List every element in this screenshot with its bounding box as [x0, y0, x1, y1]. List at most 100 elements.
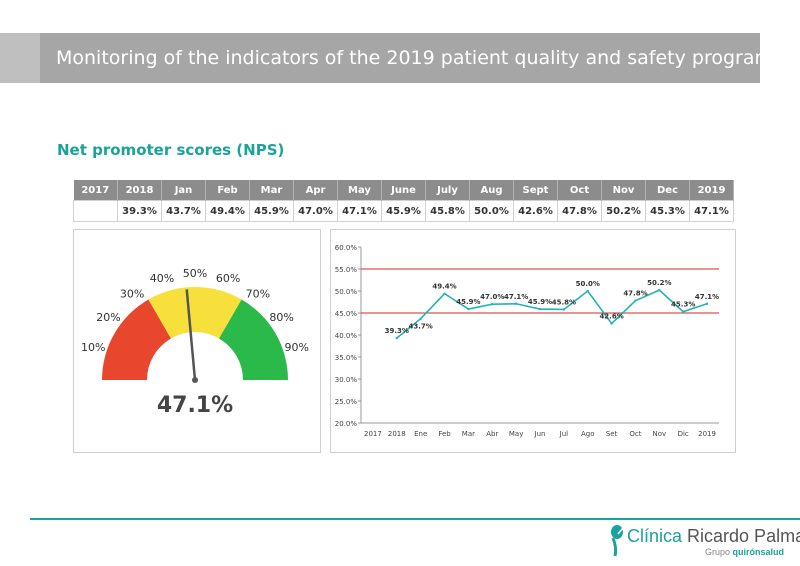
- x-tick-label: Jul: [559, 430, 569, 438]
- clinic-logo-icon: [611, 525, 624, 557]
- table-header-cell: Aug: [469, 180, 514, 201]
- x-tick-label: Oct: [629, 430, 641, 438]
- table-header-cell: 2018: [117, 180, 162, 201]
- table-header-row: 2017 2018 Jan Feb Mar Apr May June July Aug Sept Oc…: [73, 180, 734, 201]
- x-tick-label: 2017: [364, 430, 382, 438]
- data-label: 47.1%: [504, 293, 528, 301]
- data-label: 50.2%: [647, 279, 671, 287]
- x-tick-label: Dic: [678, 430, 689, 438]
- x-tick-label: 2019: [698, 430, 716, 438]
- y-tick-label: 35.0%: [335, 354, 358, 362]
- data-label: 42.6%: [599, 313, 623, 321]
- logo-brand-b: Ricardo Palma: [682, 526, 800, 546]
- table-header-cell: Oct: [557, 180, 602, 201]
- table-cell: 47.8%: [557, 200, 602, 222]
- data-point: [705, 302, 709, 305]
- table-cell: 50.2%: [601, 200, 646, 222]
- table-header-cell: Jan: [161, 180, 206, 201]
- data-point: [443, 292, 446, 295]
- data-label: 39.3%: [385, 327, 409, 335]
- table-header-cell: Dec: [645, 180, 690, 201]
- table-header-cell: Apr: [293, 180, 338, 201]
- table-header-cell: Sept: [513, 180, 558, 201]
- data-label: 47.8%: [623, 290, 647, 298]
- gauge-band: [102, 299, 171, 380]
- gauge-chart: 10% 20%30% 40% 50% 60% 70% 80% 90% 47.1%: [81, 267, 309, 418]
- data-label: 47.0%: [480, 293, 504, 301]
- footer-divider: [30, 518, 800, 520]
- data-point: [682, 310, 685, 313]
- gauge-needle: [185, 289, 197, 381]
- data-point: [419, 317, 422, 320]
- table-cell: 47.1%: [689, 200, 734, 222]
- data-label: 43.7%: [409, 323, 433, 331]
- data-point: [562, 308, 566, 311]
- gauge-tick-label: 70%: [246, 287, 270, 300]
- data-point: [586, 289, 589, 293]
- x-tick-label: Ene: [414, 430, 427, 438]
- x-tick-label: Nov: [652, 430, 666, 438]
- x-tick-label: Feb: [438, 430, 451, 438]
- y-tick-label: 60.0%: [335, 244, 358, 252]
- table-cell: 45.8%: [425, 200, 470, 222]
- y-tick-label: 55.0%: [335, 266, 358, 274]
- table-cell: 42.6%: [513, 200, 558, 222]
- data-point: [491, 303, 494, 306]
- gauge-band: [148, 287, 242, 339]
- table-cell: 43.7%: [161, 200, 206, 222]
- table-cell: 45.9%: [249, 200, 294, 222]
- line-chart-panel: 20.0% 25.0% 30.0% 35.0% 40.0% 45.0% 50.0% 55.0%…: [330, 229, 736, 453]
- data-point: [610, 322, 613, 325]
- data-label: 50.0%: [576, 280, 600, 288]
- gauge-needle-hub: [192, 377, 198, 383]
- table-cell: 47.1%: [337, 200, 382, 222]
- gauge-value-label: 47.1%: [157, 393, 233, 418]
- x-tick-label: Abr: [486, 430, 498, 438]
- gauge-tick-label: 60%: [216, 272, 240, 285]
- gauge-panel: 10% 20% 30% 40% 50% 60% 70% 80% 90% 47.1%: [73, 229, 321, 453]
- y-tick-label: 20.0%: [335, 420, 358, 428]
- data-label: 45.9%: [456, 298, 480, 306]
- gauge-tick-label: 90%: [285, 341, 309, 354]
- logo-sub-a: Grupo: [705, 547, 733, 557]
- section-title: Net promoter scores (NPS): [57, 141, 285, 159]
- gauge-tick-label: 50%: [183, 267, 207, 280]
- gauge-tick-label: 10%: [81, 341, 105, 354]
- y-tick-label: 45.0%: [335, 310, 358, 318]
- data-label: 45.8%: [552, 298, 576, 306]
- logo-sub-b: quirónsalud: [732, 547, 785, 557]
- data-point: [634, 299, 637, 302]
- table-header-cell: Feb: [205, 180, 250, 201]
- table-header-cell: Mar: [249, 180, 294, 201]
- x-tick-label: Mar: [462, 430, 475, 438]
- x-tick-label: Set: [606, 430, 618, 438]
- x-tick-label: 2018: [388, 430, 406, 438]
- data-label: 45.3%: [671, 301, 695, 309]
- table-header-cell: 2019: [689, 180, 734, 201]
- x-tick-label: May: [509, 430, 523, 438]
- y-tick-label: 40.0%: [335, 332, 358, 340]
- x-tick-label: Ago: [581, 430, 595, 438]
- series-line: [396, 289, 708, 339]
- table-cell: 47.0%: [293, 200, 338, 222]
- y-tick-label: 30.0%: [335, 376, 358, 384]
- line-chart: 20.0% 25.0% 30.0% 35.0% 40.0% 45.0% 50.0% 55.0%…: [335, 244, 719, 438]
- data-label: 47.1%: [695, 293, 719, 301]
- data-point: [467, 307, 470, 311]
- gauge-tick-label: 80%: [269, 311, 293, 324]
- table-cell: 45.9%: [381, 200, 426, 222]
- data-point: [658, 288, 661, 292]
- table-header-cell: May: [337, 180, 382, 201]
- table-row: 39.3% 43.7% 49.4% 45.9% 47.0% 47.1% 45.9% 45.8%…: [73, 200, 734, 222]
- gauge-tick-label: 20%: [96, 311, 120, 324]
- table-header-cell: July: [425, 180, 470, 201]
- data-point: [395, 336, 398, 340]
- data-point: [538, 307, 542, 311]
- x-tick-label: Jun: [534, 430, 546, 438]
- y-tick-label: 50.0%: [335, 288, 358, 296]
- table-header-cell: June: [381, 180, 426, 201]
- gauge-tick-label: 30%: [120, 287, 144, 300]
- page-title: Monitoring of the indicators of the 2019…: [56, 47, 773, 69]
- table-header-cell: Nov: [601, 180, 646, 201]
- gauge-tick-label: 40%: [150, 272, 174, 285]
